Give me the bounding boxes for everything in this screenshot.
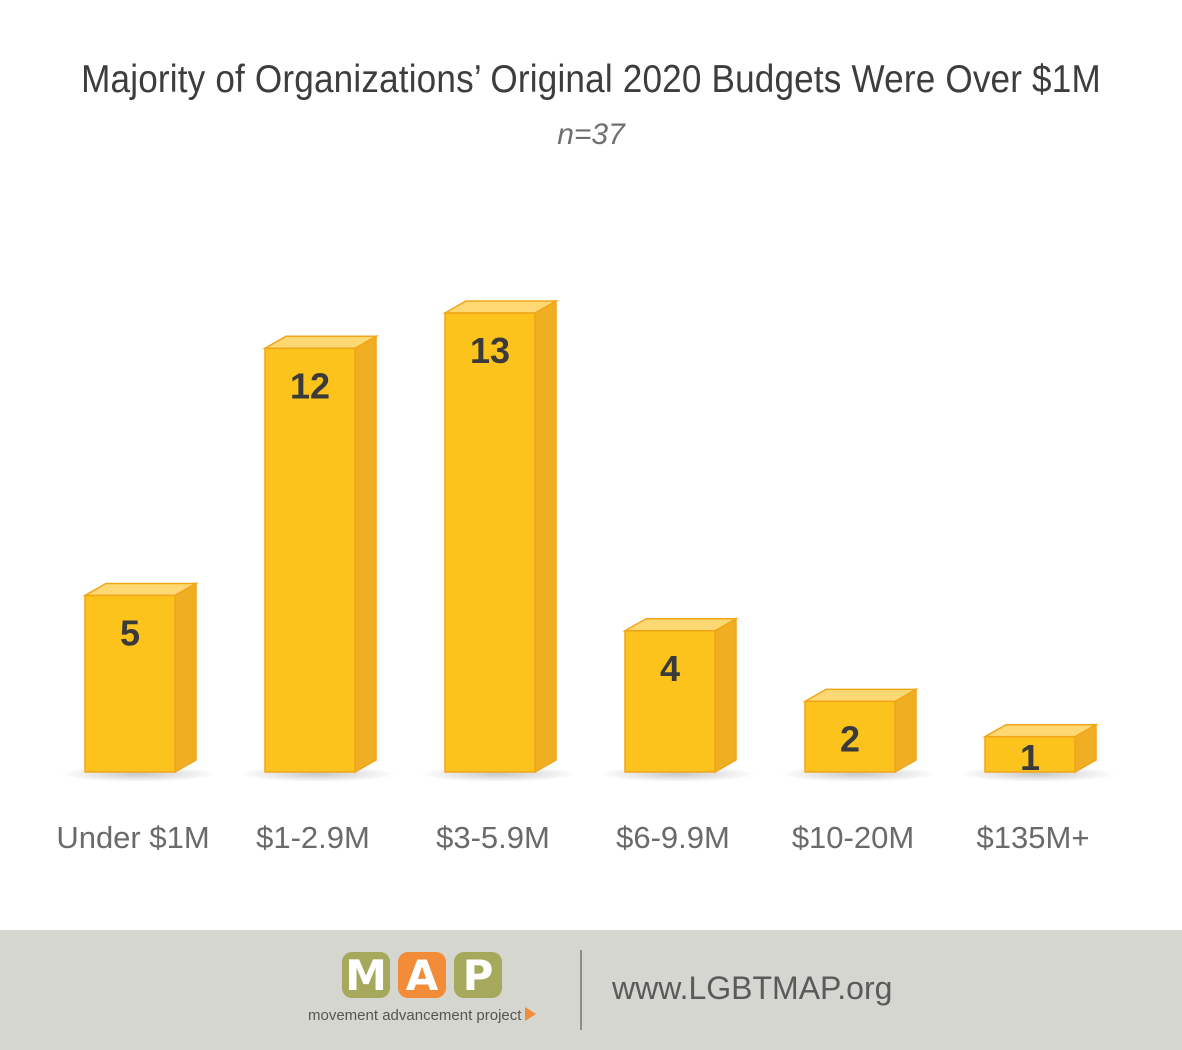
bar-side-face [894,688,917,774]
chart-title: Majority of Organizations’ Original 2020… [81,58,1101,101]
website-link[interactable]: www.LGBTMAP.org [612,970,893,1006]
bar-side-face [714,617,737,774]
bar-value-label: 13 [470,330,510,371]
bar-value-label: 4 [660,648,680,689]
bar-chart: 5 12 13 4 2 1 Under $1M $1-2.9M $3-5.9M $6-9.9M $… [56,299,1116,855]
bar-value-label: 12 [290,365,330,406]
bar-front-face [984,735,1076,773]
logo-letter-p: P [454,952,502,1000]
bar-top-face [262,335,379,350]
bar-value-label: 1 [1020,737,1040,778]
category-label: $135M+ [977,820,1090,855]
bar-top-face [802,688,919,703]
bar-top-face [982,723,1099,738]
logo-tagline-text: movement advancement project [308,1007,522,1024]
bar-front-face [264,347,356,773]
chart-subtitle: n=37 [557,118,625,151]
bar-side-face [354,335,377,774]
bar-5: 1 [960,723,1116,782]
bar-4: 2 [780,688,936,782]
bar-top-face [442,300,559,314]
category-label: Under $1M [56,820,209,855]
footer-divider [580,950,582,1030]
bar-front-face [444,312,536,773]
bar-1: 12 [240,335,396,782]
bar-value-label: 2 [840,718,860,759]
category-label: $10-20M [792,820,914,855]
bar-front-face [804,700,896,773]
logo-tagline: movement advancement project [308,1007,548,1024]
bar-side-face [534,299,557,774]
logo-letter-a: A [398,952,446,1000]
bar-top-face [82,582,199,597]
bar-2: 13 [420,299,576,782]
map-logo[interactable]: M A P movement advancement project [308,952,548,1032]
bar-top-face [622,618,739,632]
bar-0: 5 [60,582,216,782]
logo-letter-m: M [342,952,390,1000]
bar-3: 4 [600,617,756,782]
play-arrow-icon [525,1007,537,1021]
bar-front-face [84,594,176,773]
category-label: $3-5.9M [436,820,550,855]
bar-side-face [174,582,197,774]
category-label: $6-9.9M [616,820,730,855]
category-label: $1-2.9M [256,820,370,855]
bar-front-face [624,630,716,773]
footer-bar: M A P movement advancement project www.L… [0,930,1182,1050]
bar-value-label: 5 [120,612,140,653]
